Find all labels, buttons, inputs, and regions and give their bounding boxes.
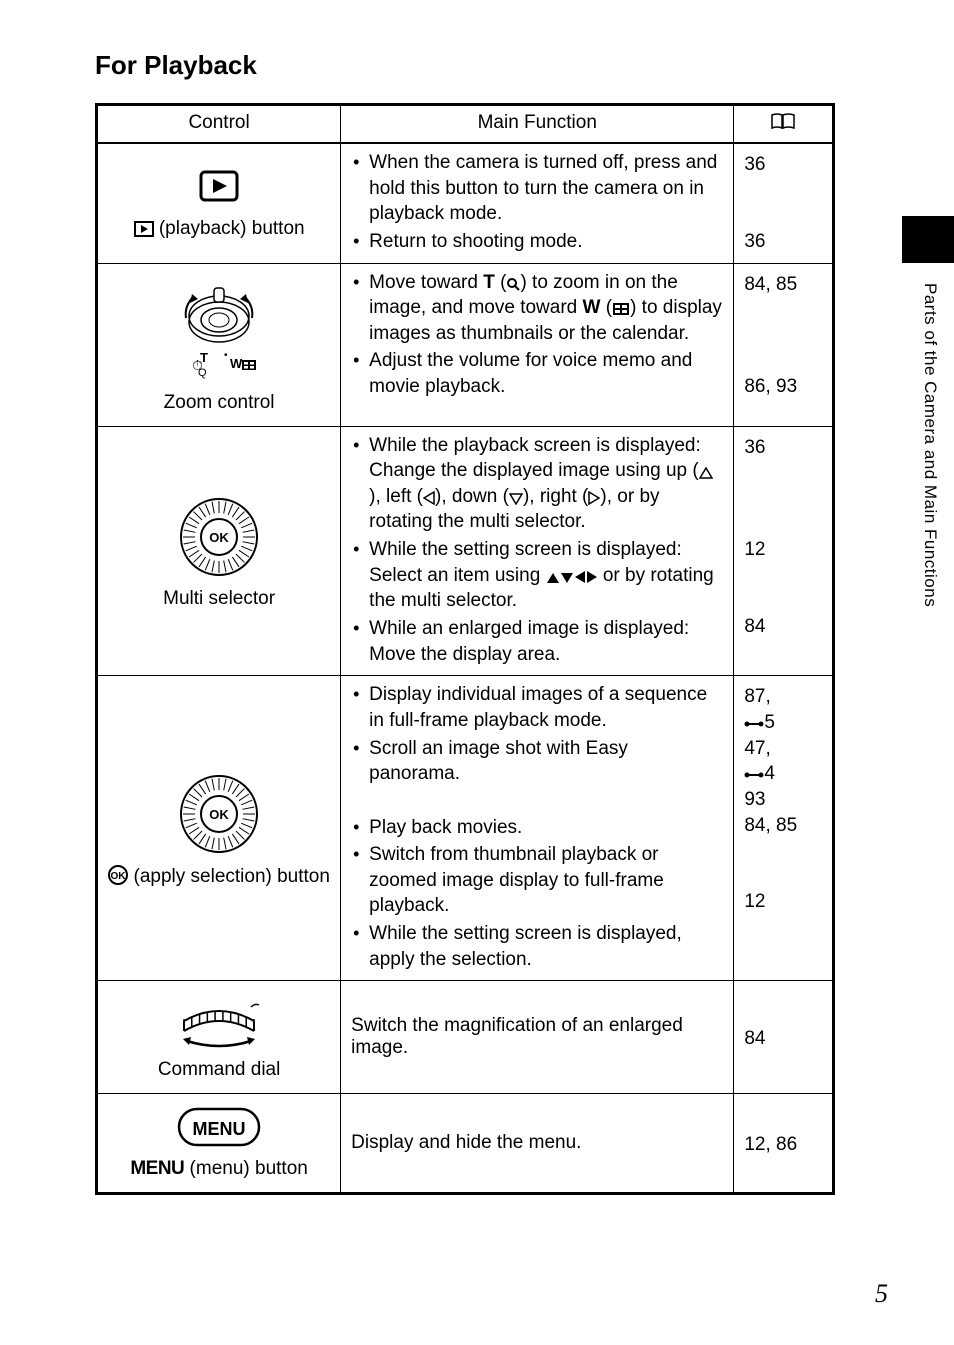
control-cell: (playback) button (97, 143, 341, 263)
control-label: Multi selector (106, 588, 332, 610)
function-cell: Display and hide the menu. (341, 1094, 734, 1194)
control-icon (106, 166, 332, 212)
function-cell: Move toward T () to zoom in on the image… (341, 263, 734, 426)
control-label: Command dial (106, 1059, 332, 1081)
control-label: Zoom control (106, 392, 332, 414)
function-item: While the setting screen is displayed: S… (369, 537, 723, 616)
control-label: (playback) button (106, 218, 332, 240)
page-ref-cell: 12, 86 (734, 1094, 834, 1194)
svg-text:OK: OK (111, 871, 127, 882)
function-item: Scroll an image shot with Easy panorama. (369, 736, 723, 815)
function-cell: Display individual images of a sequence … (341, 676, 734, 981)
svg-text:MENU: MENU (193, 1119, 246, 1139)
header-control: Control (97, 105, 341, 144)
page-title: For Playback (95, 50, 894, 81)
control-cell: Command dial (97, 981, 341, 1094)
function-item: Return to shooting mode. (369, 229, 723, 257)
page-ref-cell: 87,547,49384, 8512 (734, 676, 834, 981)
page-ref-cell: 361284 (734, 426, 834, 676)
function-item: While the setting screen is displayed, a… (369, 921, 723, 974)
function-item: When the camera is turned off, press and… (369, 150, 723, 229)
playback-controls-table: Control Main Function (playback) button W… (95, 103, 835, 1195)
function-cell: When the camera is turned off, press and… (341, 143, 734, 263)
control-label: MENU (menu) button (106, 1158, 332, 1180)
table-row: MENU MENU (menu) buttonDisplay and hide … (97, 1094, 834, 1194)
svg-text:OK: OK (209, 807, 229, 822)
svg-text:W: W (230, 356, 243, 371)
table-row: OK Multi selector While the playback scre… (97, 426, 834, 676)
function-item: Play back movies. (369, 815, 723, 843)
page-ref-cell: 84, 8586, 93 (734, 263, 834, 426)
book-icon (770, 112, 796, 130)
header-main-function: Main Function (341, 105, 734, 144)
svg-text:T: T (200, 350, 208, 365)
control-cell: OK OK (apply selection) button (97, 676, 341, 981)
control-icon (106, 993, 332, 1053)
control-icon: MENU (106, 1106, 332, 1152)
function-item: Move toward T () to zoom in on the image… (369, 270, 723, 349)
control-cell: MENU MENU (menu) button (97, 1094, 341, 1194)
svg-text:•: • (224, 350, 228, 361)
table-row: Command dial Switch the magnification of … (97, 981, 834, 1094)
control-cell: ⏱ T Q W • Zoom control (97, 263, 341, 426)
control-label: OK (apply selection) button (106, 865, 332, 888)
page-ref-cell: 3636 (734, 143, 834, 263)
control-icon: OK (106, 492, 332, 582)
control-cell: OK Multi selector (97, 426, 341, 676)
header-page-ref (734, 105, 834, 144)
function-item: While the playback screen is displayed: … (369, 433, 723, 538)
function-item: While an enlarged image is displayed: Mo… (369, 616, 723, 669)
svg-text:OK: OK (209, 530, 229, 545)
table-row: OK OK (apply selection) button Display in… (97, 676, 834, 981)
function-item: Display individual images of a sequence … (369, 682, 723, 735)
function-item: Switch from thumbnail playback or zoomed… (369, 842, 723, 921)
table-row: ⏱ T Q W • Zoom control Move toward T () t… (97, 263, 834, 426)
table-row: (playback) button When the camera is turn… (97, 143, 834, 263)
function-cell: While the playback screen is displayed: … (341, 426, 734, 676)
control-icon: OK (106, 769, 332, 859)
page-number: 5 (875, 1279, 888, 1309)
svg-text:Q: Q (198, 367, 207, 379)
function-item: Adjust the volume for voice memo and mov… (369, 348, 723, 401)
control-icon: ⏱ T Q W • (106, 276, 332, 386)
function-cell: Switch the magnification of an enlarged … (341, 981, 734, 1094)
page-ref-cell: 84 (734, 981, 834, 1094)
